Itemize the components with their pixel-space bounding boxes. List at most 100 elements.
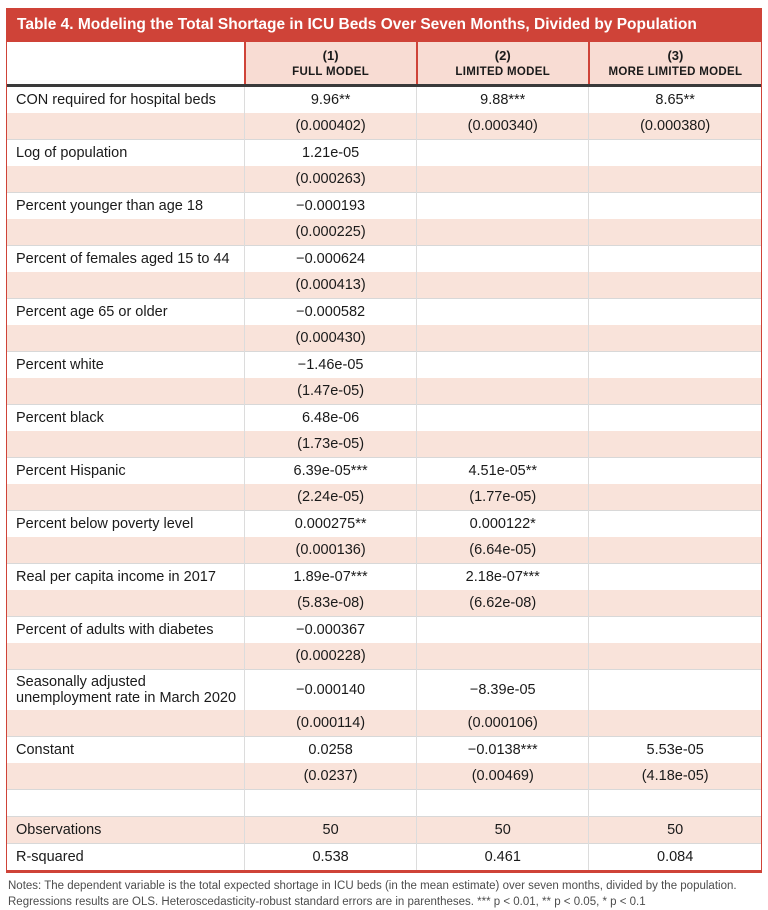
row-label bbox=[7, 219, 245, 246]
cell-model-3 bbox=[588, 272, 761, 299]
row-label: Constant bbox=[7, 736, 245, 763]
table-row: (0.000430) bbox=[7, 325, 761, 352]
cell-model-1: −0.000367 bbox=[244, 616, 417, 643]
cell-model-1: 1.89e-07*** bbox=[244, 563, 417, 590]
cell-model-1: 9.96** bbox=[244, 85, 417, 113]
table-row: (0.000228) bbox=[7, 643, 761, 670]
cell-model-2 bbox=[416, 272, 589, 299]
cell-model-2: (6.64e-05) bbox=[416, 537, 589, 564]
cell-model-1: (0.000402) bbox=[244, 113, 417, 140]
cell-model-1: (0.000228) bbox=[244, 643, 417, 670]
row-label bbox=[7, 431, 245, 458]
cell-model-2 bbox=[416, 616, 589, 643]
column-number-2: (2) bbox=[415, 42, 589, 65]
cell-model-3 bbox=[588, 192, 761, 219]
table-row: Percent age 65 or older −0.000582 bbox=[7, 298, 761, 325]
table-row bbox=[7, 789, 761, 817]
cell-model-3: 0.084 bbox=[588, 843, 761, 870]
table-row: Seasonally adjusted unemployment rate in… bbox=[7, 669, 761, 710]
cell-model-2 bbox=[416, 431, 589, 458]
table-row: (1.47e-05) bbox=[7, 378, 761, 405]
cell-model-2 bbox=[416, 139, 589, 166]
table-row: Real per capita income in 2017 1.89e-07**… bbox=[7, 563, 761, 590]
cell-model-2: 9.88*** bbox=[416, 85, 589, 113]
table-row: R-squared 0.538 0.461 0.084 bbox=[7, 843, 761, 870]
cell-model-3: 50 bbox=[588, 816, 761, 844]
cell-model-3 bbox=[588, 351, 761, 378]
table-row: Percent Hispanic 6.39e-05*** 4.51e-05** bbox=[7, 457, 761, 484]
cell-model-3 bbox=[588, 457, 761, 484]
cell-model-1: (1.73e-05) bbox=[244, 431, 417, 458]
table-header: (1) (2) (3) FULL MODEL LIMITED MODEL MORE LIM… bbox=[7, 42, 761, 87]
table-row: (0.000413) bbox=[7, 272, 761, 299]
cell-model-3 bbox=[588, 710, 761, 737]
table-row: Percent of adults with diabetes −0.000367 bbox=[7, 616, 761, 643]
table-notes: Notes: The dependent variable is the tot… bbox=[8, 880, 737, 908]
cell-model-1: −1.46e-05 bbox=[244, 351, 417, 378]
cell-model-1: (0.000413) bbox=[244, 272, 417, 299]
row-label bbox=[7, 710, 245, 737]
row-label bbox=[7, 113, 245, 140]
cell-model-3: (4.18e-05) bbox=[588, 763, 761, 790]
table-row: Percent younger than age 18 −0.000193 bbox=[7, 192, 761, 219]
table-row: Log of population 1.21e-05 bbox=[7, 139, 761, 166]
cell-model-2 bbox=[416, 245, 589, 272]
cell-model-3: 5.53e-05 bbox=[588, 736, 761, 763]
table-row: (0.000114) (0.000106) bbox=[7, 710, 761, 737]
table-row: (0.000225) bbox=[7, 219, 761, 246]
cell-model-1 bbox=[244, 789, 417, 817]
row-label: Seasonally adjusted unemployment rate in… bbox=[7, 669, 245, 710]
cell-model-3 bbox=[588, 219, 761, 246]
cell-model-3 bbox=[588, 590, 761, 617]
table-row: (0.000402) (0.000340) (0.000380) bbox=[7, 113, 761, 140]
page: Table 4. Modeling the Total Shortage in … bbox=[6, 8, 762, 908]
table-row: Percent white −1.46e-05 bbox=[7, 351, 761, 378]
row-label: Real per capita income in 2017 bbox=[7, 563, 245, 590]
cell-model-3 bbox=[588, 139, 761, 166]
cell-model-1: 1.21e-05 bbox=[244, 139, 417, 166]
cell-model-1: 6.48e-06 bbox=[244, 404, 417, 431]
row-label: Percent below poverty level bbox=[7, 510, 245, 537]
cell-model-1: (0.000114) bbox=[244, 710, 417, 737]
cell-model-2: (0.00469) bbox=[416, 763, 589, 790]
cell-model-1: −0.000193 bbox=[244, 192, 417, 219]
cell-model-2 bbox=[416, 404, 589, 431]
table-row: Percent black 6.48e-06 bbox=[7, 404, 761, 431]
table-row: CON required for hospital beds 9.96** 9.88… bbox=[7, 85, 761, 113]
row-label: CON required for hospital beds bbox=[16, 92, 216, 108]
cell-model-2: 0.461 bbox=[416, 843, 589, 870]
cell-model-1: 0.0258 bbox=[244, 736, 417, 763]
cell-model-2 bbox=[416, 351, 589, 378]
row-label: Percent of adults with diabetes bbox=[7, 616, 245, 643]
cell-model-1: (0.000225) bbox=[244, 219, 417, 246]
row-label bbox=[7, 166, 245, 193]
table-row: (2.24e-05) (1.77e-05) bbox=[7, 484, 761, 511]
cell-model-2 bbox=[416, 192, 589, 219]
cell-model-2: −0.0138*** bbox=[416, 736, 589, 763]
row-label: Log of population bbox=[7, 139, 245, 166]
cell-model-1: −0.000140 bbox=[244, 669, 417, 710]
cell-model-3 bbox=[588, 537, 761, 564]
cell-model-2: 0.000122* bbox=[416, 510, 589, 537]
row-label bbox=[7, 378, 245, 405]
row-label: Percent white bbox=[7, 351, 245, 378]
cell-model-1: (0.000430) bbox=[244, 325, 417, 352]
cell-model-2: −8.39e-05 bbox=[416, 669, 589, 710]
cell-model-3 bbox=[588, 404, 761, 431]
cell-model-3 bbox=[588, 510, 761, 537]
cell-model-2: (0.000106) bbox=[416, 710, 589, 737]
cell-model-2: (1.77e-05) bbox=[416, 484, 589, 511]
row-label: Percent black bbox=[7, 404, 245, 431]
table-row: (0.000136) (6.64e-05) bbox=[7, 537, 761, 564]
column-number-3: (3) bbox=[587, 42, 761, 65]
column-name-3: MORE LIMITED MODEL bbox=[587, 65, 761, 87]
row-label: Percent age 65 or older bbox=[7, 298, 245, 325]
table-body: CON required for hospital beds 9.96** 9.88… bbox=[7, 85, 761, 870]
table-row: (0.000263) bbox=[7, 166, 761, 193]
row-label bbox=[7, 484, 245, 511]
cell-model-2: 4.51e-05** bbox=[416, 457, 589, 484]
table-row: (0.0237) (0.00469) (4.18e-05) bbox=[7, 763, 761, 790]
cell-model-1: (0.000263) bbox=[244, 166, 417, 193]
table-title: Table 4. Modeling the Total Shortage in … bbox=[7, 9, 761, 42]
cell-model-3 bbox=[588, 431, 761, 458]
